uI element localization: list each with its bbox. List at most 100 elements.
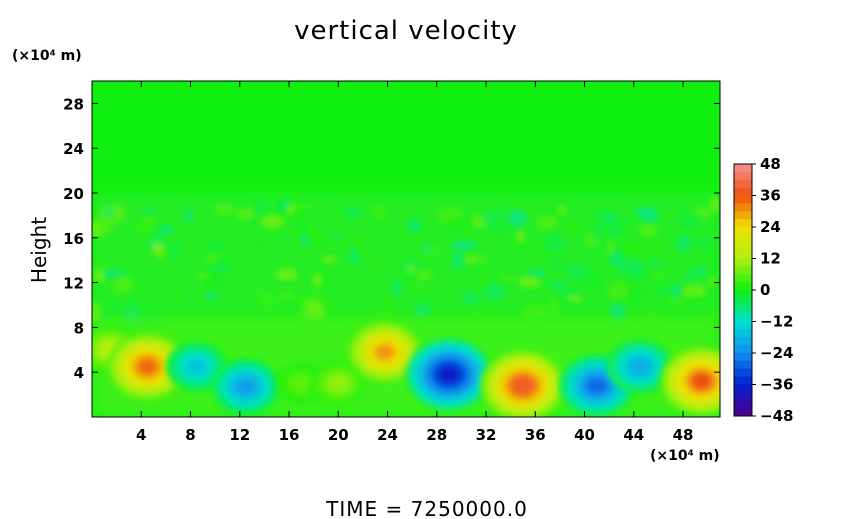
turbulence-patch: [512, 203, 536, 212]
colorbar-tick-label: 48: [760, 155, 781, 173]
x-tick-label: 20: [328, 426, 349, 444]
y-tick-label: 20: [63, 185, 84, 203]
colorbar-tick-label: −48: [760, 407, 793, 425]
turbulence-patch: [461, 300, 482, 314]
turbulence-patch: [260, 214, 285, 230]
turbulence-patch: [490, 222, 515, 236]
heatmap-plot-area: [92, 81, 720, 417]
turbulence-patch: [638, 223, 659, 237]
velocity-cell: [606, 339, 673, 394]
turbulence-patch: [649, 269, 664, 278]
turbulence-patch: [208, 266, 231, 273]
turbulence-patch: [315, 238, 329, 249]
colorbar-swatch: [734, 219, 752, 228]
colorbar-swatch: [734, 368, 752, 378]
turbulence-patch: [150, 219, 172, 229]
y-axis-ticks: 4 8 12 16 20 24 28: [63, 95, 720, 382]
turbulence-patch: [707, 276, 717, 287]
turbulence-patch: [371, 203, 387, 221]
colorbar-tick-label: 0: [760, 281, 770, 299]
velocity-contour: [137, 358, 158, 375]
colorbar-swatch: [734, 313, 752, 322]
turbulence-patch: [623, 272, 650, 280]
turbulence-patch: [557, 205, 567, 215]
turbulence-patch: [526, 269, 546, 278]
x-tick-label: 36: [525, 426, 546, 444]
turbulence-patch: [349, 246, 359, 265]
velocity-cell: [106, 332, 189, 401]
turbulence-patch: [275, 268, 298, 281]
colorbar-swatch: [734, 376, 752, 385]
turbulence-patch: [291, 201, 314, 210]
velocity-contour: [188, 359, 206, 374]
turbulence-patch: [133, 223, 157, 235]
colorbar-swatch: [734, 203, 752, 212]
turbulence-patch: [297, 213, 306, 228]
turbulence-patch: [108, 299, 120, 318]
turbulence-patch: [151, 240, 163, 256]
turbulence-patch: [608, 224, 623, 239]
colorbar-swatch: [734, 171, 752, 181]
turbulence-patch: [282, 301, 294, 309]
velocity-cell: [346, 320, 424, 385]
colorbar-swatch: [734, 234, 752, 244]
turbulence-patch: [693, 276, 706, 284]
turbulence-patch: [255, 197, 269, 217]
turbulence-patch: [628, 287, 643, 301]
y-tick-label: 4: [74, 364, 84, 382]
turbulence-patch: [470, 211, 481, 222]
turbulence-patch: [452, 249, 465, 270]
velocity-cell: [310, 361, 366, 406]
y-tick-label: 28: [63, 95, 84, 113]
heatmap-cells: [92, 320, 720, 417]
colorbar-swatch: [734, 290, 752, 299]
velocity-cell: [659, 346, 720, 417]
turbulence-patch: [671, 283, 682, 299]
turbulence-patch: [99, 269, 125, 279]
y-tick-label: 24: [63, 140, 84, 158]
velocity-contour: [330, 377, 347, 390]
turbulence-patch: [171, 283, 184, 299]
turbulence-patch: [550, 257, 568, 268]
turbulence-patch: [392, 279, 402, 296]
turbulence-patch: [404, 264, 417, 274]
colorbar-swatch: [734, 360, 752, 370]
y-axis-label: Height: [27, 217, 51, 283]
x-tick-label: 24: [377, 426, 398, 444]
colorbar-swatch: [734, 179, 752, 189]
x-axis-ticks: 4 8 12 16 20 24 28 32 36 40 44 48: [136, 81, 693, 444]
colorbar-swatch: [734, 353, 752, 362]
turbulence-patch: [641, 206, 659, 223]
turbulence-patch: [408, 281, 428, 293]
turbulence-patch: [333, 231, 342, 240]
velocity-contour: [236, 379, 255, 394]
turbulence-patch: [652, 286, 676, 297]
turbulence-patch: [550, 296, 559, 315]
x-tick-label: 8: [185, 426, 195, 444]
time-footer: TIME = 7250000.0: [325, 497, 528, 519]
turbulence-patch: [306, 227, 319, 240]
turbulence-patch: [516, 227, 525, 244]
velocity-contour: [438, 365, 460, 383]
turbulence-patch: [94, 270, 106, 282]
turbulence-patch: [559, 300, 575, 310]
velocity-cell: [211, 358, 281, 415]
x-tick-label: 44: [623, 426, 644, 444]
y-axis-unit: (×10⁴ m): [12, 48, 82, 64]
x-tick-label: 48: [673, 426, 694, 444]
turbulence-patch: [544, 240, 568, 251]
colorbar-tick-label: 36: [760, 187, 781, 205]
turbulence-patch: [648, 258, 661, 270]
x-tick-label: 32: [476, 426, 497, 444]
turbulence-patch: [143, 208, 158, 216]
turbulence-patch: [600, 213, 617, 224]
turbulence-patch: [407, 218, 422, 230]
velocity-contour: [293, 377, 309, 390]
turbulence-patch: [183, 207, 193, 223]
turbulence-patch: [677, 208, 698, 225]
velocity-contour: [631, 359, 649, 374]
turbulence-patch: [205, 252, 221, 263]
turbulence-patch: [344, 208, 365, 217]
turbulence-patch: [536, 215, 558, 230]
colorbar-swatch: [734, 266, 752, 275]
